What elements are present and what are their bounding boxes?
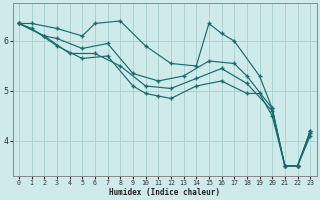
X-axis label: Humidex (Indice chaleur): Humidex (Indice chaleur) <box>109 188 220 197</box>
